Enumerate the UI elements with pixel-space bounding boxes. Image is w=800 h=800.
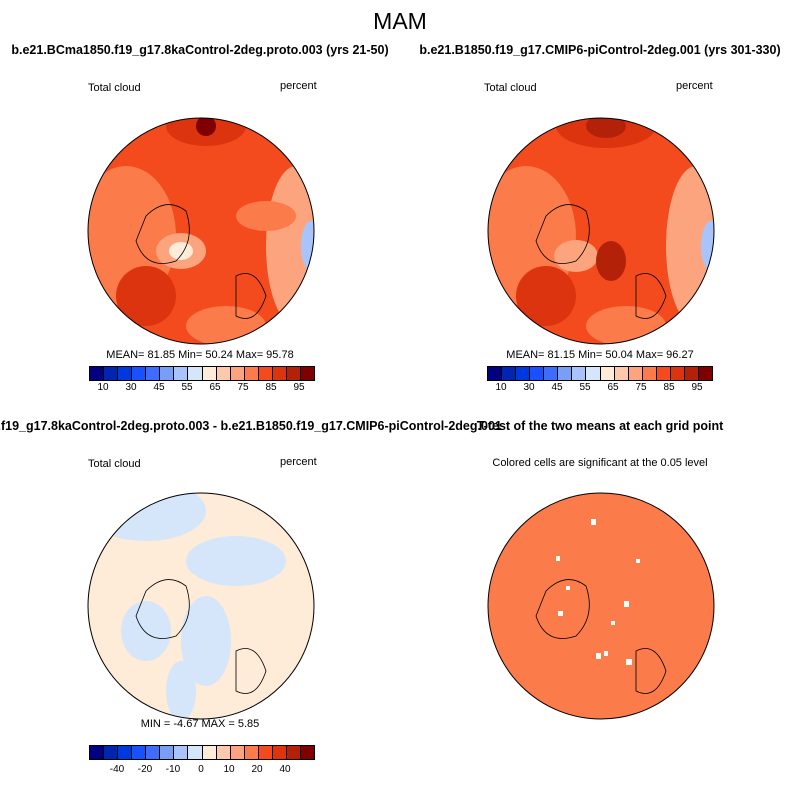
colorbar-swatch xyxy=(258,367,273,380)
panel1-polar-map xyxy=(87,117,315,345)
panel1-units-label: percent xyxy=(280,80,317,92)
colorbar-swatch xyxy=(670,367,685,380)
colorbar-swatch xyxy=(174,367,189,380)
colorbar-swatch xyxy=(104,367,119,380)
panel4-significance-map xyxy=(487,492,715,720)
panel3-variable-label: Total cloud xyxy=(88,458,141,470)
colorbar-swatch xyxy=(90,367,105,380)
panel3-stats: MIN = -4.67 MAX = 5.85 xyxy=(140,718,260,730)
panel3-units-label: percent xyxy=(280,456,317,468)
colorbar-swatch xyxy=(698,367,712,380)
colorbar-tick-label: 95 xyxy=(691,382,703,393)
colorbar-swatch xyxy=(258,746,273,759)
panel4-subtitle: Colored cells are significant at the 0.0… xyxy=(492,457,708,469)
colorbar-tick-label: 55 xyxy=(181,382,193,393)
panel1-variable-label: Total cloud xyxy=(88,82,141,94)
colorbar-swatch xyxy=(656,367,671,380)
panel1-stats: MEAN= 81.85 Min= 50.24 Max= 95.78 xyxy=(106,349,294,361)
colorbar-tick-label: 65 xyxy=(209,382,221,393)
colorbar-swatch xyxy=(300,746,314,759)
colorbar-swatch xyxy=(104,746,119,759)
colorbar-swatch xyxy=(202,746,217,759)
panel3-title: b.e21.BCma1850.f19_g17.8kaControl-2deg.p… xyxy=(0,419,502,433)
colorbar-swatch xyxy=(146,746,161,759)
colorbar-tick-label: 10 xyxy=(223,764,235,775)
panel3-colorbar xyxy=(89,745,315,760)
colorbar-swatch xyxy=(244,367,259,380)
colorbar-swatch xyxy=(118,367,133,380)
colorbar-tick-label: 30 xyxy=(523,382,535,393)
colorbar-swatch xyxy=(230,367,245,380)
panel2-units-label: percent xyxy=(676,80,713,92)
colorbar-tick-label: -10 xyxy=(165,764,181,775)
colorbar-tick-label: 45 xyxy=(153,382,165,393)
colorbar-tick-label: 30 xyxy=(125,382,137,393)
panel2-polar-map xyxy=(487,117,715,345)
colorbar-tick-label: 95 xyxy=(293,382,305,393)
colorbar-swatch xyxy=(558,367,573,380)
colorbar-tick-label: 45 xyxy=(551,382,563,393)
panel1-title: b.e21.BCma1850.f19_g17.8kaControl-2deg.p… xyxy=(11,43,389,57)
colorbar-swatch xyxy=(146,367,161,380)
colorbar-swatch xyxy=(202,367,217,380)
colorbar-tick-label: 20 xyxy=(251,764,263,775)
colorbar-swatch xyxy=(488,367,503,380)
colorbar-swatch xyxy=(272,746,287,759)
panel2-title: b.e21.B1850.f19_g17.CMIP6-piControl-2deg… xyxy=(419,43,781,57)
colorbar-tick-label: 55 xyxy=(579,382,591,393)
panel1-colorbar xyxy=(89,366,315,381)
colorbar-swatch xyxy=(516,367,531,380)
colorbar-tick-label: 40 xyxy=(279,764,291,775)
colorbar-swatch xyxy=(600,367,615,380)
colorbar-tick-label: 10 xyxy=(97,382,109,393)
colorbar-swatch xyxy=(286,367,301,380)
colorbar-swatch xyxy=(90,746,105,759)
panel2-variable-label: Total cloud xyxy=(484,82,537,94)
colorbar-tick-label: 10 xyxy=(495,382,507,393)
colorbar-swatch xyxy=(544,367,559,380)
colorbar-tick-label: -40 xyxy=(109,764,125,775)
colorbar-tick-label: 65 xyxy=(607,382,619,393)
colorbar-swatch xyxy=(160,746,175,759)
colorbar-swatch xyxy=(502,367,517,380)
panel4-title: T-test of the two means at each grid poi… xyxy=(476,419,724,433)
colorbar-swatch xyxy=(174,746,189,759)
colorbar-swatch xyxy=(642,367,657,380)
colorbar-swatch xyxy=(132,746,147,759)
colorbar-tick-label: 75 xyxy=(237,382,249,393)
colorbar-swatch xyxy=(132,367,147,380)
colorbar-tick-label: 0 xyxy=(198,764,204,775)
colorbar-swatch xyxy=(244,746,259,759)
colorbar-swatch xyxy=(230,746,245,759)
colorbar-swatch xyxy=(684,367,699,380)
colorbar-swatch xyxy=(216,746,231,759)
panel2-stats: MEAN= 81.15 Min= 50.04 Max= 96.27 xyxy=(506,349,694,361)
colorbar-swatch xyxy=(530,367,545,380)
colorbar-swatch xyxy=(188,746,203,759)
colorbar-swatch xyxy=(118,746,133,759)
panel3-difference-map xyxy=(87,492,315,720)
figure-title: MAM xyxy=(373,8,427,34)
colorbar-swatch xyxy=(572,367,587,380)
colorbar-swatch xyxy=(216,367,231,380)
colorbar-swatch xyxy=(272,367,287,380)
colorbar-swatch xyxy=(188,367,203,380)
colorbar-tick-label: -20 xyxy=(137,764,153,775)
panel2-colorbar xyxy=(487,366,713,381)
colorbar-tick-label: 75 xyxy=(635,382,647,393)
colorbar-tick-label: 85 xyxy=(265,382,277,393)
colorbar-swatch xyxy=(586,367,601,380)
colorbar-swatch xyxy=(614,367,629,380)
colorbar-tick-label: 85 xyxy=(663,382,675,393)
colorbar-swatch xyxy=(160,367,175,380)
colorbar-swatch xyxy=(628,367,643,380)
colorbar-swatch xyxy=(286,746,301,759)
colorbar-swatch xyxy=(300,367,314,380)
